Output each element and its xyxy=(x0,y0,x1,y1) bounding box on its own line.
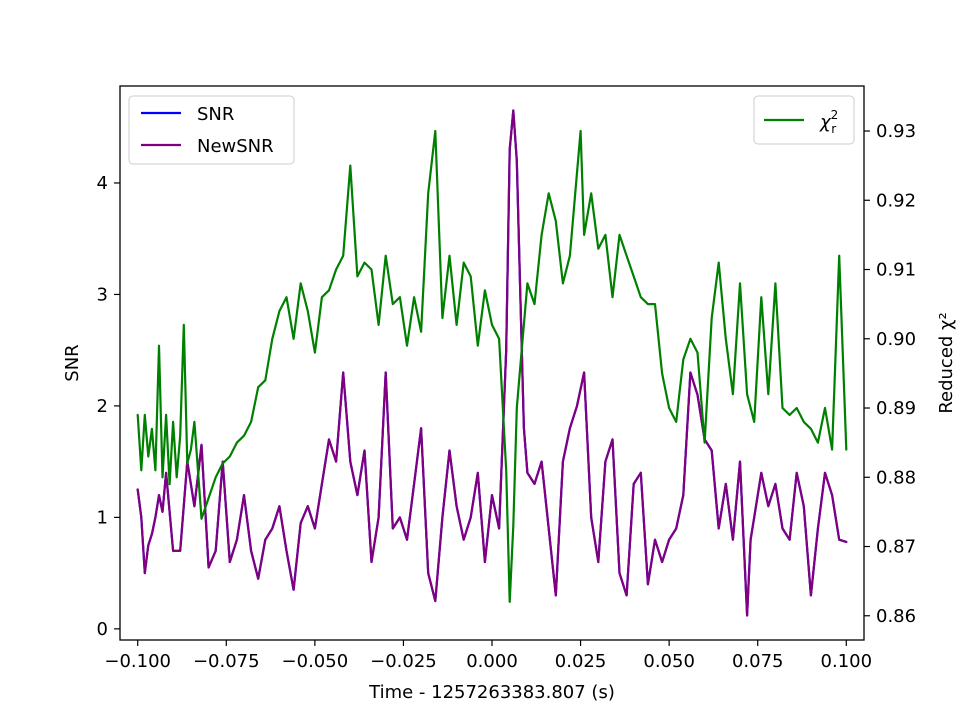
legend-snr-label: SNR xyxy=(197,104,234,125)
legend-left: SNR NewSNR xyxy=(128,95,295,165)
y-right-tick-label: 0.86 xyxy=(876,606,916,627)
chi2-line xyxy=(136,129,848,604)
legend-right: χ2 r xyxy=(753,95,855,145)
x-tick-label: 0.025 xyxy=(555,651,607,672)
y-right-tick-label: 0.91 xyxy=(876,260,916,281)
y-right-tick-label: 0.88 xyxy=(876,467,916,488)
x-tick-label: −0.050 xyxy=(282,651,349,672)
y-left-tick-label: 4 xyxy=(97,173,108,194)
x-tick-label: 0.050 xyxy=(643,651,695,672)
y-left-axis-label: SNR xyxy=(62,344,83,381)
x-tick-label: −0.075 xyxy=(193,651,260,672)
y-right-tick-label: 0.92 xyxy=(876,190,916,211)
y-left-tick-label: 1 xyxy=(97,507,108,528)
y-right-axis-label: Reduced χ² xyxy=(936,312,957,413)
y-left-tick-label: 0 xyxy=(97,619,108,640)
x-tick-label: 0.075 xyxy=(732,651,784,672)
x-axis-ticks: −0.100 −0.075 −0.050 −0.025 0.000 0.025 0.050 0… xyxy=(104,640,872,672)
plot-lines xyxy=(136,109,848,617)
y-right-axis-ticks: 0.86 0.87 0.88 0.89 0.90 0.91 0.92 0.93 xyxy=(864,121,916,627)
y-left-tick-label: 3 xyxy=(97,284,108,305)
y-right-tick-label: 0.93 xyxy=(876,121,916,142)
y-right-tick-label: 0.87 xyxy=(876,537,916,558)
x-tick-label: 0.000 xyxy=(466,651,518,672)
y-right-tick-label: 0.90 xyxy=(876,329,916,350)
y-right-tick-label: 0.89 xyxy=(876,398,916,419)
x-axis-label: Time - 1257263383.807 (s) xyxy=(368,682,615,703)
legend-chi2-label: χ2 r xyxy=(819,108,838,136)
legend-newsnr-label: NewSNR xyxy=(197,136,274,157)
x-tick-label: 0.100 xyxy=(821,651,873,672)
y-left-tick-label: 2 xyxy=(97,396,108,417)
newsnr-line xyxy=(136,109,848,617)
x-tick-label: −0.025 xyxy=(370,651,437,672)
y-left-axis-ticks: 0 1 2 3 4 xyxy=(97,173,120,640)
x-tick-label: −0.100 xyxy=(104,651,171,672)
